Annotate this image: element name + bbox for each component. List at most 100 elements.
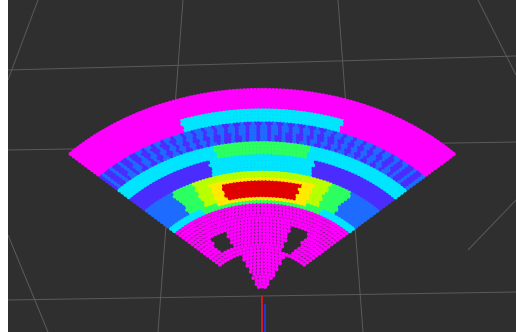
cloud-point [277, 247, 282, 252]
cloud-point [277, 200, 283, 205]
cloud-point [285, 211, 290, 216]
cloud-point [256, 202, 261, 207]
cloud-point [295, 146, 301, 151]
cloud-point [323, 145, 329, 150]
cloud-point [300, 252, 304, 257]
cloud-point [210, 226, 215, 231]
cloud-point [321, 96, 326, 102]
cloud-point [274, 137, 279, 142]
cloud-point [206, 135, 211, 141]
cloud-point [304, 104, 310, 109]
cloud-point [336, 229, 341, 234]
cloud-point [297, 173, 303, 178]
cloud-point [175, 231, 180, 235]
cloud-point [194, 104, 199, 109]
cloud-point [193, 111, 199, 116]
point-cloud-scene[interactable] [8, 0, 516, 332]
cloud-point [273, 243, 277, 247]
cloud-point [297, 186, 303, 192]
cloud-point [341, 101, 347, 107]
cloud-point [311, 111, 317, 117]
cloud-point [286, 218, 291, 223]
cloud-point [245, 91, 250, 96]
cloud-point [241, 127, 247, 133]
cloud-point [252, 87, 258, 93]
cloud-point [254, 173, 259, 178]
cloud-point [283, 118, 289, 123]
cloud-point [252, 249, 257, 253]
cloud-point [247, 163, 252, 169]
cloud-point [210, 245, 215, 250]
cloud-point [240, 101, 245, 107]
cloud-point [210, 218, 215, 223]
cloud-point [195, 230, 200, 235]
cloud-point [344, 231, 349, 236]
cloud-point [267, 153, 272, 158]
cloud-point [254, 166, 259, 172]
cloud-point [283, 114, 289, 120]
cloud-point [240, 227, 245, 232]
cloud-point [309, 138, 315, 144]
3d-viewport[interactable] [8, 0, 516, 332]
cloud-point [306, 134, 312, 140]
cloud-point [254, 225, 259, 230]
cloud-point [259, 87, 265, 93]
cloud-point [314, 249, 319, 254]
cloud-point [215, 164, 220, 169]
cloud-point [218, 123, 223, 129]
cloud-point [215, 178, 220, 183]
cloud-point [256, 87, 261, 93]
cloud-point [211, 104, 217, 110]
cloud-point [311, 256, 316, 260]
cloud-point [308, 258, 313, 263]
cloud-point [201, 103, 206, 108]
cloud-point [223, 136, 229, 141]
cloud-point [256, 91, 261, 96]
cloud-point [297, 176, 303, 182]
cloud-point [195, 138, 201, 143]
cloud-point [274, 206, 279, 211]
cloud-point [243, 160, 249, 165]
cloud-point [236, 242, 241, 246]
cloud-point [290, 185, 296, 190]
cloud-point [272, 229, 277, 234]
cloud-point [245, 253, 250, 258]
cloud-point [206, 132, 211, 137]
cloud-point [276, 163, 281, 169]
cloud-point [299, 200, 304, 206]
cloud-point [193, 121, 199, 127]
cloud-point [276, 240, 281, 245]
cloud-point [222, 109, 227, 115]
cloud-point [202, 139, 208, 145]
cloud-point [330, 234, 335, 238]
cloud-point [288, 155, 294, 160]
cloud-point [261, 100, 267, 106]
cloud-point [229, 226, 234, 231]
cloud-point [206, 149, 211, 154]
cloud-point [294, 119, 299, 124]
cloud-point [227, 206, 232, 211]
cloud-point [313, 227, 317, 232]
cloud-point [245, 88, 250, 93]
cloud-point [310, 158, 315, 164]
cloud-point [268, 179, 274, 185]
cloud-point [259, 189, 265, 194]
cloud-point [281, 147, 287, 153]
cloud-point [240, 108, 245, 113]
cloud-point [210, 241, 215, 246]
cloud-point [220, 204, 226, 209]
cloud-point [317, 160, 322, 166]
cloud-point [244, 217, 248, 221]
cloud-point [309, 234, 314, 238]
cloud-point [263, 209, 268, 214]
cloud-point [319, 226, 323, 231]
cloud-point [265, 176, 270, 181]
cloud-point [214, 124, 220, 129]
cloud-point [223, 93, 229, 98]
cloud-point [263, 261, 268, 266]
cloud-point [207, 220, 212, 224]
cloud-point [190, 108, 196, 114]
cloud-point [249, 249, 254, 254]
cloud-point [254, 176, 259, 181]
cloud-point [313, 135, 319, 141]
